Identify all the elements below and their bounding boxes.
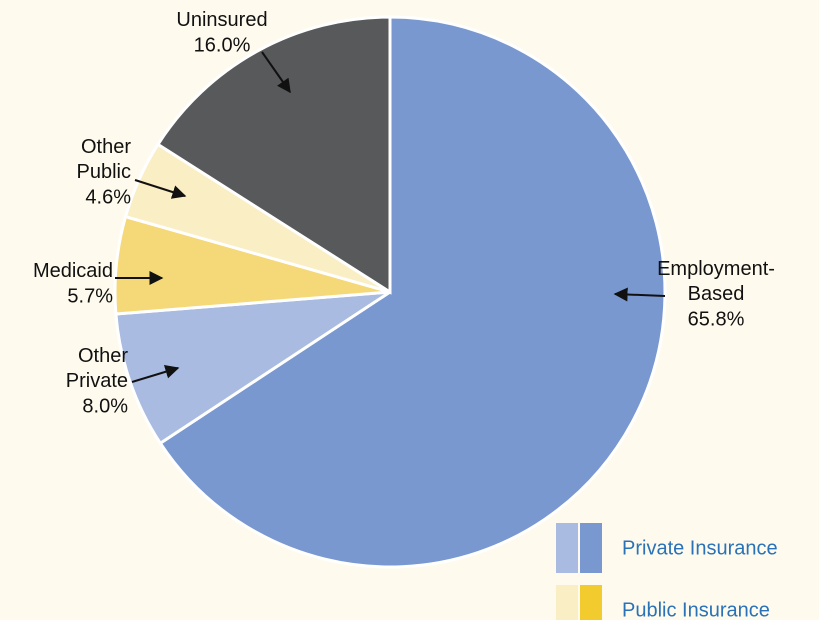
legend-swatch (580, 523, 602, 573)
slice-label: Other Private (66, 345, 129, 392)
slice-label: Medicaid (33, 260, 113, 282)
pie-slice (158, 15, 667, 569)
arrow (261, 51, 291, 94)
legend-swatch (556, 585, 578, 620)
pie-slice (155, 15, 392, 295)
arrow (131, 364, 180, 383)
value-label: 16.0% (194, 34, 251, 56)
slice-label: Uninsured (176, 9, 267, 31)
arrow (134, 179, 187, 199)
value-label: 8.0% (82, 395, 128, 417)
legend-swatch (556, 523, 578, 573)
legend-swatch (580, 585, 602, 620)
value-label: 5.7% (67, 285, 113, 307)
legend-label: Private Insurance (622, 537, 778, 559)
arrow (613, 287, 666, 302)
slice-label: Other Public (77, 136, 132, 183)
value-label: 4.6% (85, 186, 131, 208)
legend-label: Public Insurance (622, 599, 770, 620)
slice-label: Employment-Based (657, 258, 775, 305)
pie-slice (114, 290, 391, 446)
value-label: 65.8% (688, 308, 745, 330)
